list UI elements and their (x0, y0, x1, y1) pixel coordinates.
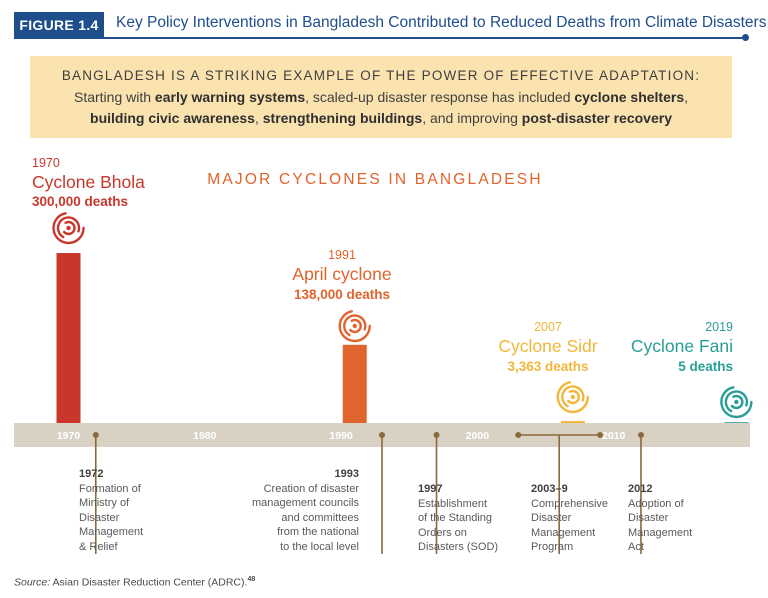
cyclone-name-label: Cyclone Sidr (498, 336, 597, 356)
cyclone-swirl-eye (570, 394, 576, 400)
cyclone-name-label: Cyclone Fani (631, 336, 733, 356)
cyclone-swirl-ring (730, 394, 744, 410)
policy-event-text: Formation of (79, 482, 141, 495)
cyclone-swirl-ring (52, 212, 85, 245)
banner-highlight: strengthening buildings (262, 110, 423, 126)
banner-text-part: , scaled-up disaster response has includ… (305, 89, 575, 105)
cyclone-swirl-eye (66, 225, 71, 231)
source-text: Asian Disaster Reduction Center (ADRC). (50, 576, 248, 589)
cyclone-deaths-label: 138,000 deaths (294, 287, 390, 302)
event-marker-dot (515, 432, 522, 438)
policy-event-text: Program (531, 541, 574, 553)
cyclone-swirl-ring (62, 220, 76, 236)
adaptation-banner: BANGLADESH IS A STRIKING EXAMPLE OF THE … (30, 56, 732, 138)
cyclone-deaths-label: 5 deaths (678, 359, 733, 374)
policy-event-text: Creation of disaster (263, 482, 359, 495)
cyclone-deaths-label: 300,000 deaths (32, 194, 128, 209)
banner-highlight: building civic awareness (90, 110, 255, 126)
cyclone-swirl-ring (343, 314, 367, 337)
policy-event-text: Ministry of (79, 497, 130, 509)
cyclone-swirl-eye (734, 399, 739, 405)
banner-text-part: , and improving (422, 110, 522, 126)
policy-event-text: Disaster (79, 511, 120, 524)
policy-event-year: 1997 (418, 483, 443, 495)
policy-event-year: 1993 (334, 468, 359, 480)
policy-event-text: Adoption of (628, 497, 684, 510)
policy-event-text: from the national (277, 526, 359, 538)
policy-event-text: Management (531, 526, 596, 539)
policy-event-year: 2012 (628, 483, 653, 495)
cyclone-swirl-eye (352, 323, 357, 329)
cyclone-swirl-ring (724, 390, 749, 413)
cyclone-year-label: 2019 (705, 320, 733, 334)
policy-event-year: 2003–9 (531, 483, 568, 495)
title-rule (14, 37, 746, 39)
banner-text-part: , (254, 110, 263, 126)
policy-event-year: 1972 (79, 468, 104, 480)
policy-event-text: Management (628, 526, 693, 539)
cyclone-bar-2007 (560, 421, 585, 423)
cyclone-bar-1991 (342, 344, 367, 423)
policy-event-1972: 1972 Formation of Ministry of Disaster Manag… (79, 467, 143, 554)
banner-text-part: , (684, 89, 689, 105)
cyclone-name-label: April cyclone (292, 264, 391, 284)
cyclone-icon (52, 212, 85, 245)
event-marker-dot (597, 432, 604, 438)
banner-highlight: cyclone shelters (574, 89, 685, 105)
cyclone-swirl-ring (56, 216, 81, 239)
cyclone-year-label: 1970 (32, 156, 60, 170)
axis-tick-label-1980: 1980 (193, 430, 217, 442)
cyclone-deaths-label: 3,363 deaths (507, 359, 588, 374)
cyclone-icon (338, 310, 371, 343)
cyclone-icon (556, 381, 590, 414)
axis-tick-label-2000: 2000 (466, 430, 490, 442)
axis-tick-label-1990: 1990 (329, 430, 353, 442)
policy-event-text: of the Standing (418, 512, 493, 524)
policy-event-text: Disaster (628, 512, 669, 524)
policy-event-text: Disaster (531, 512, 572, 524)
axis-tick-label-1970: 1970 (57, 430, 81, 442)
policy-event-text: and committees (281, 511, 359, 524)
cyclone-swirl-ring (556, 381, 590, 414)
figure-badge: FIGURE 1.4 (14, 12, 104, 38)
policy-event-2003: 2003–9 Comprehensive Disaster Management Pro… (531, 482, 608, 555)
policy-event-text: Comprehensive (531, 497, 609, 510)
banner-heading: BANGLADESH IS A STRIKING EXAMPLE OF THE … (61, 68, 701, 83)
policy-event-1997: 1997 Establishment of the Standing Orders o… (418, 482, 498, 555)
policy-event-1993: 1993 Creation of disaster management counc… (252, 467, 359, 554)
cyclone-year-label: 2007 (534, 320, 562, 334)
banner-highlight: early warning systems (154, 89, 306, 105)
banner-text: Starting with early warning systems, sca… (30, 87, 732, 129)
banner-text-part: Starting with (73, 89, 155, 105)
source-label: Source: (14, 576, 51, 589)
cyclone-swirl-ring (561, 385, 585, 408)
cyclone-year-label: 1991 (328, 248, 356, 262)
axis-tick-label-2010: 2010 (602, 430, 626, 442)
policy-event-text: to the local level (280, 540, 359, 553)
cyclone-swirl-ring (567, 389, 580, 405)
cyclone-bar-2019 (724, 422, 749, 423)
policy-event-text: Management (79, 526, 144, 538)
source-footnote: 48 (247, 576, 256, 583)
policy-event-text: management councils (251, 497, 359, 509)
policy-event-text: Orders on (418, 526, 467, 539)
cyclone-bar-1970 (56, 253, 81, 423)
cyclone-swirl-ring (720, 386, 753, 419)
policy-event-text: Disasters (SOD) (418, 541, 499, 553)
cyclone-icon (720, 386, 753, 419)
cyclone-swirl-ring (349, 318, 362, 334)
policy-event-text: & Relief (79, 540, 118, 553)
source-note: Source: Asian Disaster Reduction Center … (14, 576, 255, 589)
policy-event-2012: 2012 Adoption of Disaster Management Act (628, 482, 692, 555)
cyclone-swirl-ring (338, 310, 371, 343)
policy-event-text: Act (628, 541, 644, 553)
chart-title: MAJOR CYCLONES IN BANGLADESH (207, 171, 543, 188)
banner-highlight: post-disaster recovery (521, 110, 672, 126)
title-rule-end-dot (742, 34, 749, 41)
figure-title: Key Policy Interventions in Bangladesh C… (116, 14, 767, 31)
policy-event-text: Establishment (418, 497, 488, 510)
cyclone-name-label: Cyclone Bhola (32, 172, 145, 192)
